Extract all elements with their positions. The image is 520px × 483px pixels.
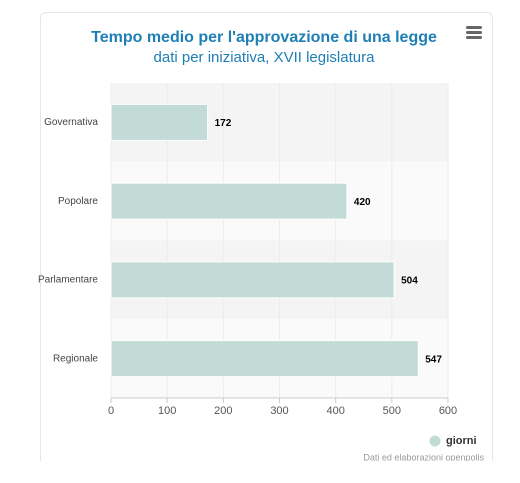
bar: [110, 340, 419, 378]
chart-subtitle: dati per iniziativa, XVII legislatura: [154, 49, 376, 66]
data-label: 172: [215, 118, 232, 129]
page-bottom: [0, 461, 520, 483]
bar: [110, 261, 395, 299]
data-label: 547: [425, 354, 442, 365]
menu-bar: [466, 36, 482, 39]
bar: [110, 103, 209, 141]
chart-card: [40, 12, 493, 465]
x-tick-label: 100: [158, 405, 176, 417]
y-tick-label: Popolare: [58, 196, 98, 207]
y-tick-label: Parlamentare: [38, 275, 98, 286]
bar: [110, 182, 348, 220]
data-label: 420: [354, 197, 371, 208]
menu-bar: [466, 31, 482, 34]
menu-button[interactable]: [466, 26, 482, 39]
credits: Dati ed elaborazioni openpolis: [363, 452, 484, 462]
x-tick-label: 500: [383, 405, 401, 417]
data-label: 504: [401, 276, 418, 287]
legend-symbol: [429, 435, 441, 447]
chart-title: Tempo medio per l'approvazione di una le…: [91, 29, 437, 46]
x-tick-label: 200: [214, 405, 232, 417]
x-tick-label: 600: [439, 405, 457, 417]
menu-bar: [466, 26, 482, 29]
y-tick-label: Regionale: [53, 353, 98, 364]
legend-label: giorni: [446, 435, 477, 447]
y-tick-label: Governativa: [44, 117, 98, 128]
x-tick-label: 0: [108, 405, 114, 417]
x-tick-label: 400: [326, 405, 344, 417]
x-tick-label: 300: [270, 405, 288, 417]
